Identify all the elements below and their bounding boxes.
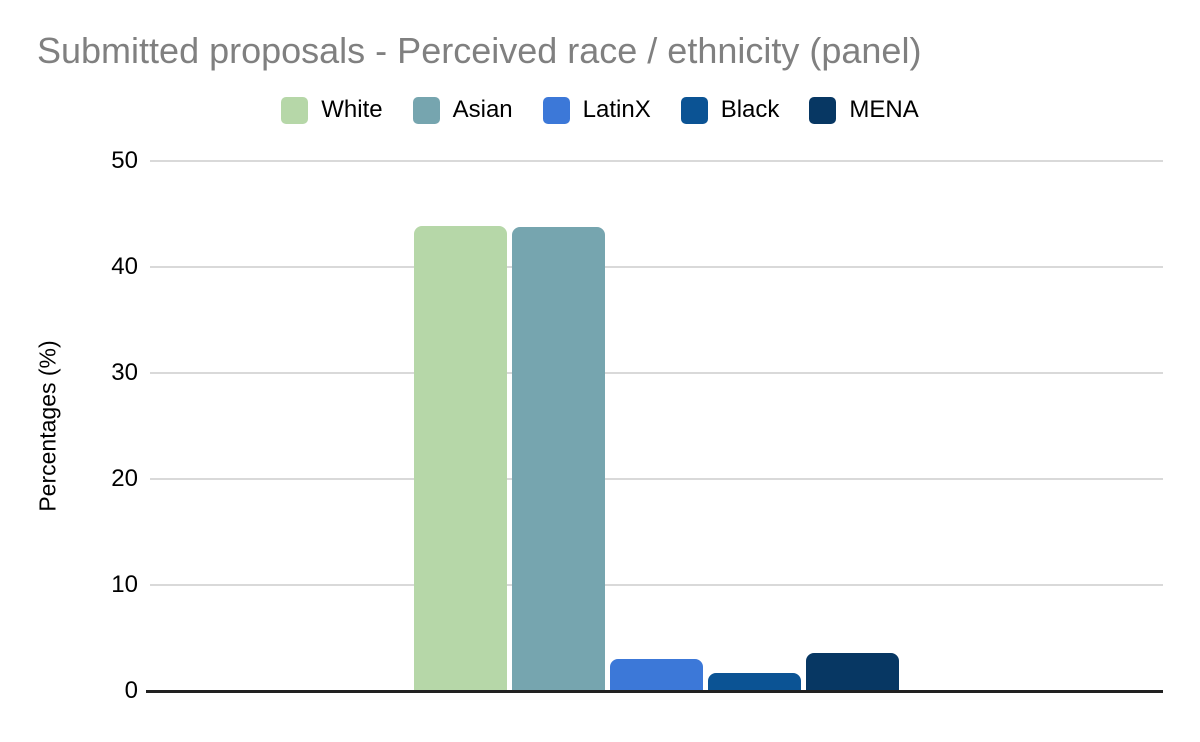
legend-swatch-icon: [680, 96, 708, 124]
legend-swatch-icon: [281, 96, 309, 124]
y-tick-label: 50: [111, 147, 138, 174]
legend-item-black[interactable]: Black: [680, 96, 780, 124]
legend-item-mena[interactable]: MENA: [809, 96, 919, 124]
bar-mena[interactable]: [805, 652, 899, 691]
legend-label: Black: [720, 96, 780, 123]
y-tick-label: 40: [111, 253, 138, 280]
y-tick-label: 10: [111, 571, 138, 598]
gridline: [150, 584, 1163, 586]
legend-label: MENA: [849, 96, 919, 123]
legend-item-asian[interactable]: Asian: [412, 96, 513, 124]
legend: White Asian LatinX Black MENA: [0, 96, 1200, 124]
y-tick-label: 30: [111, 359, 138, 386]
chart-title: Submitted proposals - Perceived race / e…: [37, 30, 922, 71]
x-axis-line: [146, 690, 1163, 693]
bar-white[interactable]: [413, 225, 507, 691]
legend-swatch-icon: [542, 96, 570, 124]
bar-asian[interactable]: [511, 226, 605, 691]
legend-item-latinx[interactable]: LatinX: [542, 96, 651, 124]
bar-latinx[interactable]: [609, 659, 703, 691]
bar-black[interactable]: [707, 672, 801, 691]
y-tick-label: 20: [111, 465, 138, 492]
y-tick-label: 0: [124, 677, 138, 704]
legend-label: Asian: [452, 96, 513, 123]
gridline: [150, 372, 1163, 374]
legend-label: White: [321, 96, 383, 123]
gridline: [150, 266, 1163, 268]
gridline: [150, 478, 1163, 480]
legend-item-white[interactable]: White: [281, 96, 383, 124]
gridline: [150, 160, 1163, 162]
legend-label: LatinX: [582, 96, 651, 123]
legend-swatch-icon: [412, 96, 440, 124]
legend-swatch-icon: [809, 96, 837, 124]
